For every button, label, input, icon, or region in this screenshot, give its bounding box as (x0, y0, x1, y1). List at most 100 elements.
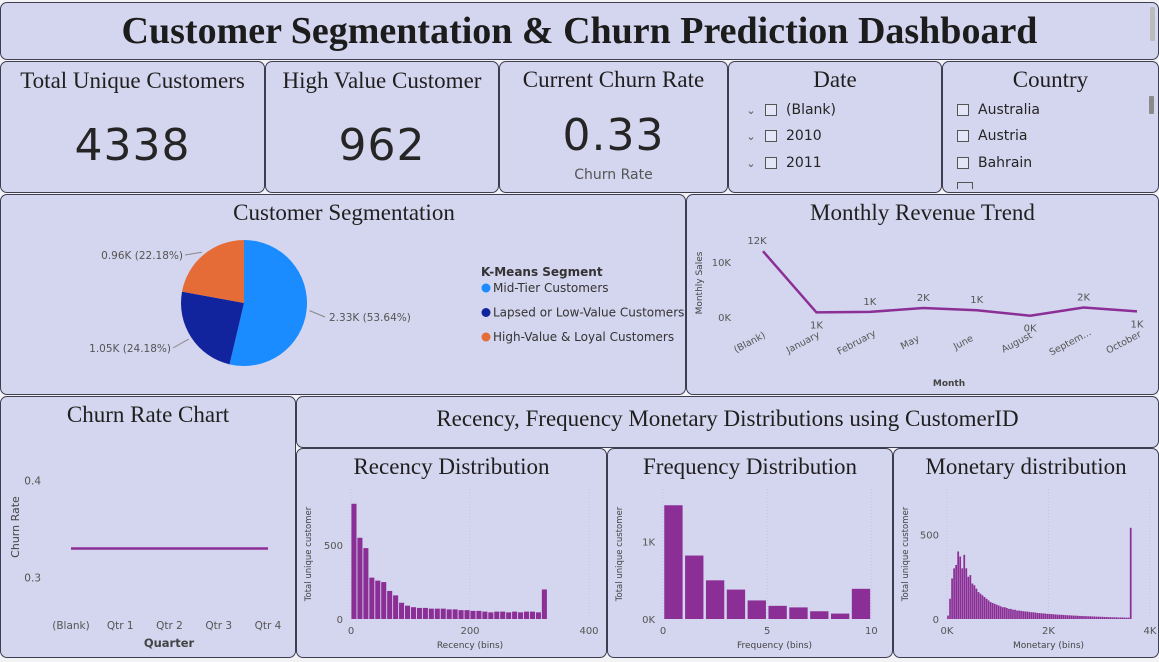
x-tick-label: Qtr 3 (205, 620, 232, 632)
pie-slice (182, 240, 244, 303)
checkbox-icon[interactable] (957, 157, 969, 169)
country-option-bahrain[interactable]: Bahrain (957, 155, 1032, 171)
histogram-bar (393, 595, 399, 619)
histogram-bar (512, 611, 518, 619)
x-tick-label: May (899, 333, 922, 352)
histogram-bar (1054, 614, 1057, 619)
histogram-bar (979, 593, 982, 619)
histogram-bar (1077, 615, 1079, 619)
date-slicer-title: Date (813, 67, 857, 92)
churn-rate-panel: Churn Rate Chart 0.4 0.3 Churn Rate (Blank)… (0, 396, 296, 658)
recency-histogram: 500 00 200 400 Total unique customer Recency … (304, 489, 599, 651)
legend-title: K-Means Segment (481, 265, 603, 279)
date-option-label: 2011 (786, 155, 822, 171)
histogram-bar (981, 595, 984, 619)
histogram-bar (1012, 609, 1014, 619)
y-tick-label: 0K (642, 615, 655, 626)
country-option-austria[interactable]: Austria (957, 128, 1027, 144)
date-option-2010[interactable]: ⌄ 2010 (743, 128, 821, 144)
date-option-blank[interactable]: ⌄ (Blank) (743, 102, 836, 118)
histogram-bar (541, 589, 547, 619)
histogram-bar (1075, 615, 1077, 619)
histogram-bar (999, 606, 1002, 619)
checkbox-icon[interactable] (957, 104, 969, 116)
histogram-bar (967, 576, 970, 619)
country-slicer-scrollbar[interactable] (1149, 96, 1154, 114)
histogram-bar (1068, 615, 1071, 619)
histogram-bar (1034, 612, 1037, 619)
checkbox-icon[interactable] (765, 130, 777, 142)
histogram-bar (1073, 615, 1075, 619)
histogram-bar (482, 611, 488, 619)
checkbox-icon[interactable] (765, 104, 777, 116)
histogram-bar (1121, 617, 1124, 619)
chevron-down-icon[interactable]: ⌄ (746, 156, 756, 170)
histogram-bar (535, 612, 541, 619)
rfm-heading-panel: Recency, Frequency Monetary Distribution… (296, 396, 1159, 448)
histogram-bar (1107, 617, 1110, 619)
histogram-bar (830, 613, 850, 619)
histogram-bar (1115, 617, 1118, 619)
histogram-bar (351, 503, 357, 619)
histogram-bar (965, 568, 968, 619)
frequency-histogram: 1K 0K 0 5 10 Total unique customer Frequency (… (615, 489, 878, 651)
histogram-bar (1111, 617, 1114, 619)
pie-data-label: 0.96K (22.18%) (101, 250, 183, 262)
x-tick-label: January (784, 329, 822, 356)
histogram-bar (1095, 616, 1098, 619)
histogram-bar (416, 607, 422, 619)
churn-rate-value: 0.33 (562, 110, 665, 161)
histogram-bar (458, 610, 464, 619)
dashboard-header: Customer Segmentation & Churn Prediction… (0, 2, 1159, 60)
y-axis-label: Churn Rate (9, 496, 22, 558)
histogram-bar (464, 610, 470, 619)
y-tick-label: 0.4 (24, 476, 41, 488)
histogram-bar (961, 568, 964, 619)
histogram-bar (1079, 615, 1081, 619)
high-value-customer-card: High Value Customer 962 (265, 61, 499, 193)
x-tick-label: 4K (1144, 626, 1157, 637)
x-tick-label: February (836, 328, 879, 358)
revenue-title: Monthly Revenue Trend (810, 200, 1035, 225)
x-axis-label: Frequency (bins) (737, 641, 812, 651)
histogram-bar (523, 611, 530, 619)
data-label: 1K (810, 320, 823, 331)
frequency-title: Frequency Distribution (643, 454, 857, 479)
histogram-bar (452, 609, 458, 619)
x-tick-label: 0 (348, 626, 354, 637)
y-tick-label: 500 (920, 531, 939, 542)
checkbox-icon[interactable] (765, 157, 777, 169)
data-label: 12K (747, 236, 767, 247)
histogram-bar (1020, 610, 1022, 619)
histogram-bar (1010, 608, 1012, 619)
chevron-down-icon[interactable]: ⌄ (746, 129, 756, 143)
chevron-down-icon[interactable]: ⌄ (746, 103, 756, 117)
customer-segmentation-panel: Customer Segmentation 2.33K (53.64%) 1.05… (0, 194, 686, 395)
x-axis-label: Monetary (bins) (1013, 641, 1084, 651)
histogram-bar (1113, 617, 1116, 619)
histogram-bar (949, 598, 951, 619)
histogram-bar (1008, 608, 1010, 619)
histogram-bar (1064, 615, 1067, 619)
histogram-bar (985, 598, 988, 619)
histogram-bar (995, 604, 998, 619)
monetary-histogram: 500 00K 2K 4K Total unique customer Monetary … (901, 489, 1157, 651)
date-option-2011[interactable]: ⌄ 2011 (743, 155, 822, 171)
histogram-bar (529, 611, 536, 619)
churn-rate-card: Current Churn Rate 0.33 Churn Rate (499, 61, 728, 193)
histogram-bar (1119, 617, 1122, 619)
x-tick-label: 0 (660, 626, 666, 637)
x-tick-label: (Blank) (52, 620, 89, 632)
histogram-bar (375, 580, 381, 619)
country-option-label: Australia (978, 102, 1040, 118)
histogram-bar (488, 612, 494, 619)
histogram-bar (1050, 614, 1053, 619)
histogram-bar (971, 583, 974, 619)
histogram-bar (1048, 613, 1051, 619)
header-scrollbar[interactable] (1150, 7, 1155, 41)
country-option-australia[interactable]: Australia (957, 102, 1040, 118)
histogram-bar (369, 577, 375, 619)
histogram-bar (357, 537, 363, 619)
histogram-bar (993, 603, 996, 619)
checkbox-icon[interactable] (957, 130, 969, 142)
